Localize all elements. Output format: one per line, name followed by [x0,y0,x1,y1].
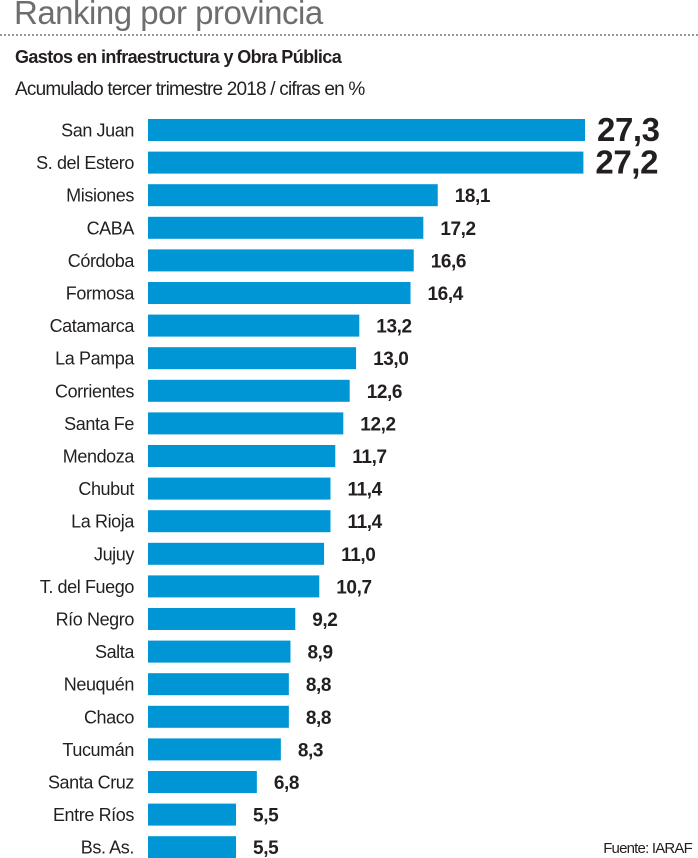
category-label: Neuquén [64,675,134,695]
bar [148,282,411,304]
category-label: La Pampa [55,349,135,369]
bar [148,575,320,598]
category-label: T. del Fuego [40,577,135,597]
value-label: 13,2 [376,317,411,338]
value-label: 5,5 [253,806,279,827]
bar [148,542,325,565]
value-label: 27,3 [597,111,660,148]
bar [148,705,289,728]
divider-dotted [0,34,698,36]
category-label: Chaco [84,707,134,727]
bar [148,673,289,696]
bar [148,119,585,141]
value-label: 27,2 [595,144,658,181]
value-label: 18,1 [455,186,491,207]
bar [148,151,584,174]
value-label: 11,0 [341,545,375,566]
category-label: Mendoza [63,447,136,467]
category-label: Misiones [66,186,134,206]
chart-title: Ranking por provincia [14,0,323,31]
value-label: 8,9 [307,643,332,664]
category-label: Córdoba [68,251,136,271]
chart-description: Acumulado tercer trimestre 2018 / cifras… [15,79,365,100]
value-label: 9,2 [312,610,337,631]
category-label: Corrientes [55,381,134,401]
category-label: Santa Cruz [48,773,134,793]
bar [148,249,414,272]
value-label: 17,2 [440,219,475,240]
bar [148,608,296,630]
bar [148,412,344,435]
category-label: S. del Estero [36,153,134,173]
value-label: 5,5 [253,838,279,858]
bars-group: San Juan 27,3 S. del Estero 27,2 Misiones 18,… [36,111,660,858]
category-label: Salta [95,642,135,662]
bar [148,216,424,239]
category-label: San Juan [61,121,134,141]
category-label: Santa Fe [64,414,134,434]
bar [148,640,291,663]
value-label: 8,8 [306,708,331,729]
bar [148,347,357,370]
bar [148,803,237,826]
bar [148,771,257,793]
value-label: 12,2 [360,414,395,435]
bar [148,836,237,858]
value-label: 11,4 [347,480,382,501]
category-label: Chubut [78,479,134,499]
value-label: 8,3 [298,740,323,761]
bar [148,477,331,500]
source-note: Fuente: IARAF [603,840,693,857]
category-label: Bs. As. [81,838,134,858]
bar [148,184,438,207]
value-label: 11,4 [347,512,382,533]
value-label: 16,4 [428,284,464,305]
category-label: Formosa [66,284,136,304]
value-label: 11,7 [352,447,386,468]
category-label: Tucumán [62,740,134,760]
chart-subtitle: Gastos en infraestructura y Obra Pública [15,47,342,67]
bar [148,379,350,402]
bar [148,314,360,337]
value-label: 6,8 [274,773,299,794]
value-label: 8,8 [306,675,331,696]
bar [148,738,281,761]
value-label: 12,6 [367,382,402,403]
bar [148,510,331,533]
value-label: 10,7 [336,577,371,598]
bar [148,445,336,467]
category-label: Catamarca [50,316,136,336]
category-label: Entre Ríos [53,805,134,825]
value-label: 16,6 [431,251,466,272]
category-label: La Rioja [71,512,135,532]
category-label: Jujuy [94,544,134,564]
category-label: CABA [87,218,135,238]
value-label: 13,0 [373,349,408,370]
category-label: Río Negro [56,610,135,630]
